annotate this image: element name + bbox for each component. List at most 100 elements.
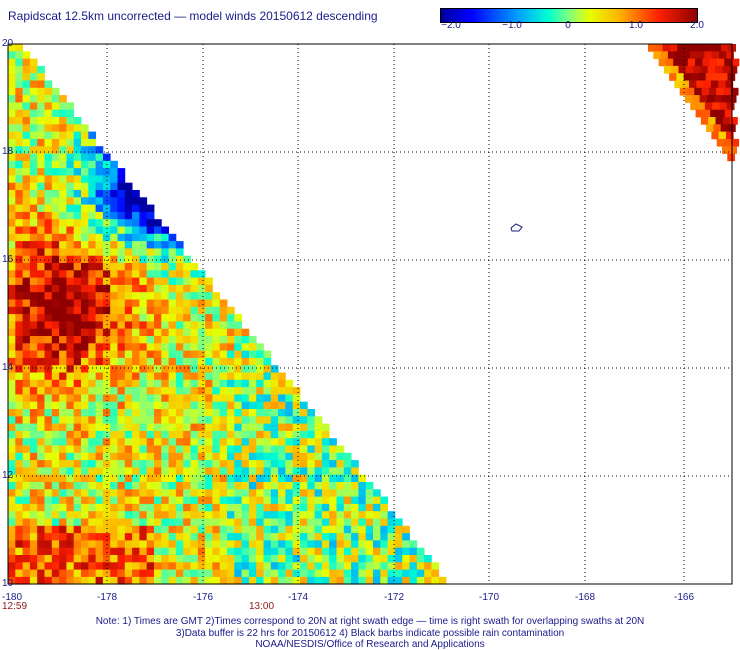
swath-cell bbox=[8, 547, 16, 556]
swath-cell bbox=[102, 336, 111, 344]
swath-cell bbox=[168, 423, 177, 432]
lat-label: 20 bbox=[2, 38, 14, 49]
swath-cell bbox=[29, 146, 38, 154]
swath-cell bbox=[44, 569, 53, 578]
swath-cell bbox=[44, 219, 53, 227]
swath-cell bbox=[59, 438, 67, 446]
swath-cell bbox=[37, 197, 45, 205]
swath-cell bbox=[373, 518, 381, 527]
swath-cell bbox=[248, 394, 257, 403]
swath-cell bbox=[175, 328, 184, 337]
swath-cell bbox=[8, 284, 16, 293]
swath-cell bbox=[212, 496, 221, 505]
swath-cell bbox=[190, 365, 199, 373]
swath-cell bbox=[263, 503, 272, 512]
swath-cell bbox=[139, 474, 148, 483]
swath-cell bbox=[329, 496, 337, 505]
swath-cell bbox=[44, 131, 53, 140]
swath-cell bbox=[59, 109, 67, 118]
swath-cell bbox=[139, 365, 148, 373]
swath-cell bbox=[168, 547, 177, 556]
swath-cell bbox=[380, 547, 388, 556]
swath-cell bbox=[102, 482, 111, 490]
swath-cell bbox=[102, 233, 111, 242]
swath-cell bbox=[263, 525, 272, 534]
swath-cell bbox=[256, 357, 264, 366]
swath-cell bbox=[300, 533, 308, 541]
swath-cell bbox=[110, 394, 118, 403]
swath-cell bbox=[241, 452, 250, 461]
swath-cell bbox=[110, 211, 118, 220]
swath-cell bbox=[292, 467, 301, 476]
swath-cell bbox=[183, 423, 191, 432]
swath-cell bbox=[154, 547, 162, 556]
swath-cell bbox=[183, 306, 191, 315]
swath-cell bbox=[716, 87, 724, 96]
swath-cell bbox=[409, 540, 418, 549]
swath-cell bbox=[8, 482, 16, 490]
swath-cell bbox=[124, 423, 133, 432]
swath-cell bbox=[124, 197, 133, 205]
swath-cell bbox=[168, 482, 177, 490]
swath-cell bbox=[44, 211, 53, 220]
swath-cell bbox=[146, 299, 155, 308]
swath-cell bbox=[387, 540, 396, 549]
swath-cell bbox=[88, 460, 96, 468]
swath-cell bbox=[402, 540, 410, 549]
swath-cell bbox=[15, 555, 23, 563]
swath-cell bbox=[81, 401, 89, 410]
swath-cell bbox=[88, 445, 96, 454]
swath-cell bbox=[307, 460, 315, 468]
swath-cell bbox=[699, 95, 708, 103]
swath-cell bbox=[669, 73, 677, 81]
swath-cell bbox=[168, 562, 177, 570]
swath-cell bbox=[132, 562, 140, 570]
swath-cell bbox=[270, 482, 279, 490]
swath-cell bbox=[15, 168, 23, 176]
swath-cell bbox=[8, 233, 16, 242]
swath-cell bbox=[205, 569, 213, 578]
swath-cell bbox=[343, 525, 352, 534]
swath-cell bbox=[44, 547, 53, 556]
swath-cell bbox=[22, 58, 31, 67]
swath-cell bbox=[168, 387, 177, 395]
swath-cell bbox=[117, 474, 126, 483]
swath-cell bbox=[241, 357, 250, 366]
swath-cell bbox=[66, 438, 75, 446]
swath-cell bbox=[706, 124, 714, 132]
swath-cell bbox=[278, 547, 286, 556]
swath-cell bbox=[689, 80, 697, 89]
swath-cell bbox=[88, 547, 96, 556]
swath-cell bbox=[22, 401, 31, 410]
swath-cell bbox=[15, 518, 23, 527]
swath-cell bbox=[394, 518, 403, 527]
swath-cell bbox=[59, 416, 67, 424]
lon-label: -176 bbox=[192, 592, 214, 603]
swath-cell bbox=[110, 525, 118, 534]
swath-cell bbox=[15, 270, 23, 278]
swath-cell bbox=[51, 146, 60, 154]
swath-cell bbox=[139, 226, 148, 235]
swath-cell bbox=[394, 569, 403, 578]
swath-cell bbox=[22, 277, 31, 286]
swath-cell bbox=[190, 379, 199, 388]
swath-cell bbox=[102, 379, 111, 388]
swath-cell bbox=[132, 233, 140, 242]
swath-cell bbox=[8, 336, 16, 344]
swath-cell bbox=[263, 365, 272, 373]
swath-cell bbox=[256, 423, 264, 432]
swath-cell bbox=[81, 168, 89, 176]
swath-cell bbox=[146, 562, 155, 570]
swath-cell bbox=[205, 555, 213, 563]
swath-cell bbox=[29, 299, 38, 308]
swath-cell bbox=[227, 423, 235, 432]
swath-cell bbox=[117, 540, 126, 549]
swath-cell bbox=[329, 547, 337, 556]
swath-cell bbox=[29, 343, 38, 351]
swath-cell bbox=[227, 372, 235, 381]
swath-cell bbox=[132, 365, 140, 373]
swath-cell bbox=[117, 518, 126, 527]
swath-cell bbox=[22, 540, 31, 549]
swath-cell bbox=[161, 306, 169, 315]
swath-cell bbox=[73, 241, 82, 249]
